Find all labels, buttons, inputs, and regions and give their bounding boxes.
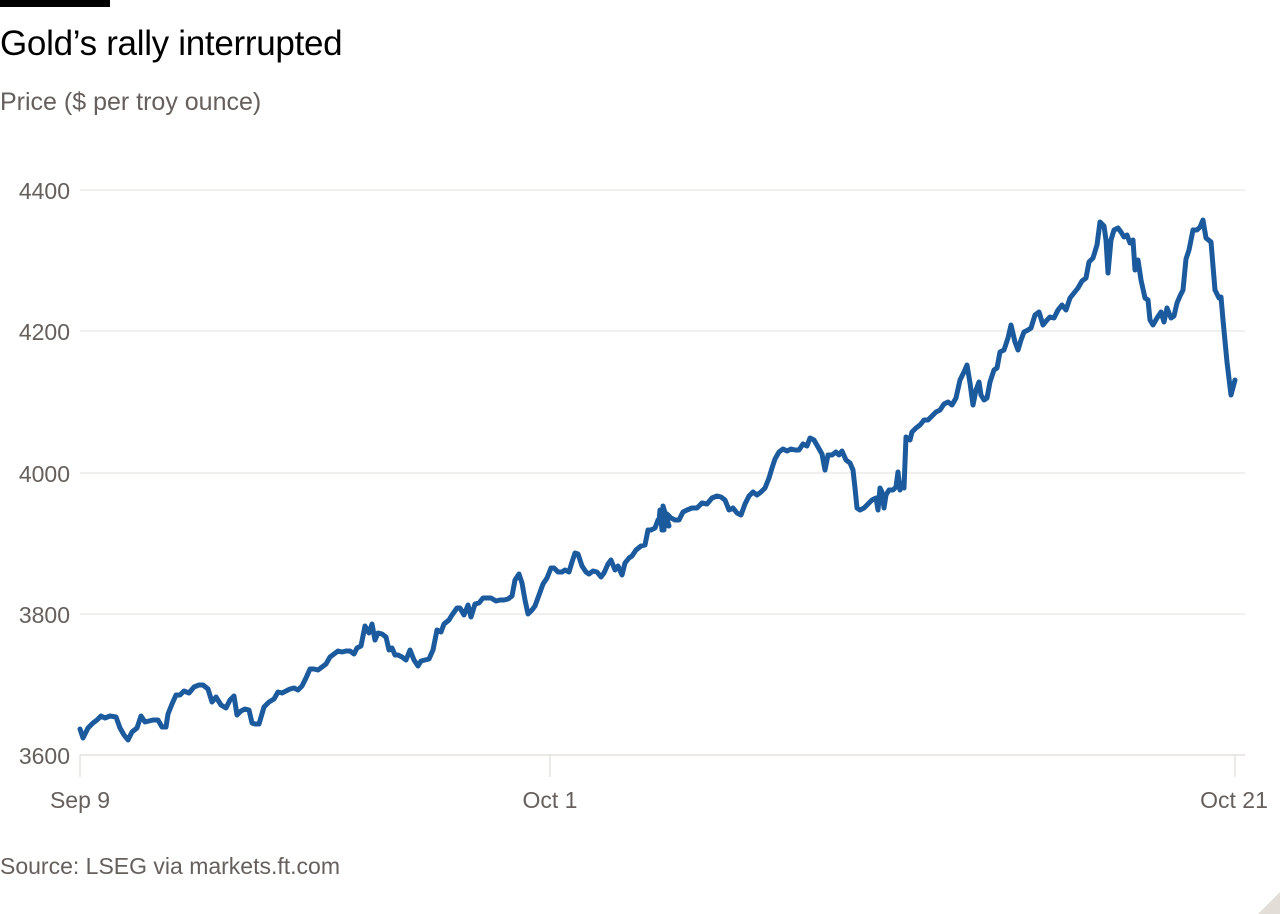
y-tick-4200: 4200 bbox=[19, 319, 70, 345]
gold-price-line bbox=[77, 217, 1238, 743]
x-axis-labels: Sep 9 Oct 1 Oct 21 bbox=[50, 787, 1268, 813]
y-tick-3600: 3600 bbox=[19, 743, 70, 769]
corner-fold bbox=[1258, 892, 1280, 914]
x-axis-ticks bbox=[79, 755, 1236, 777]
chart-title: Gold’s rally interrupted bbox=[0, 24, 343, 63]
y-tick-4400: 4400 bbox=[19, 178, 70, 204]
x-tick-sep9: Sep 9 bbox=[50, 787, 110, 813]
x-tick-oct21: Oct 21 bbox=[1200, 787, 1268, 813]
brand-bar bbox=[0, 0, 110, 7]
source-note: Source: LSEG via markets.ft.com bbox=[0, 853, 341, 879]
gridlines bbox=[80, 189, 1245, 756]
x-tick-oct1: Oct 1 bbox=[523, 787, 578, 813]
chart-subtitle: Price ($ per troy ounce) bbox=[0, 88, 262, 116]
y-tick-3800: 3800 bbox=[19, 602, 70, 628]
y-axis-labels: 4400 4200 4000 3800 3600 bbox=[19, 178, 70, 769]
y-tick-4000: 4000 bbox=[19, 461, 70, 487]
